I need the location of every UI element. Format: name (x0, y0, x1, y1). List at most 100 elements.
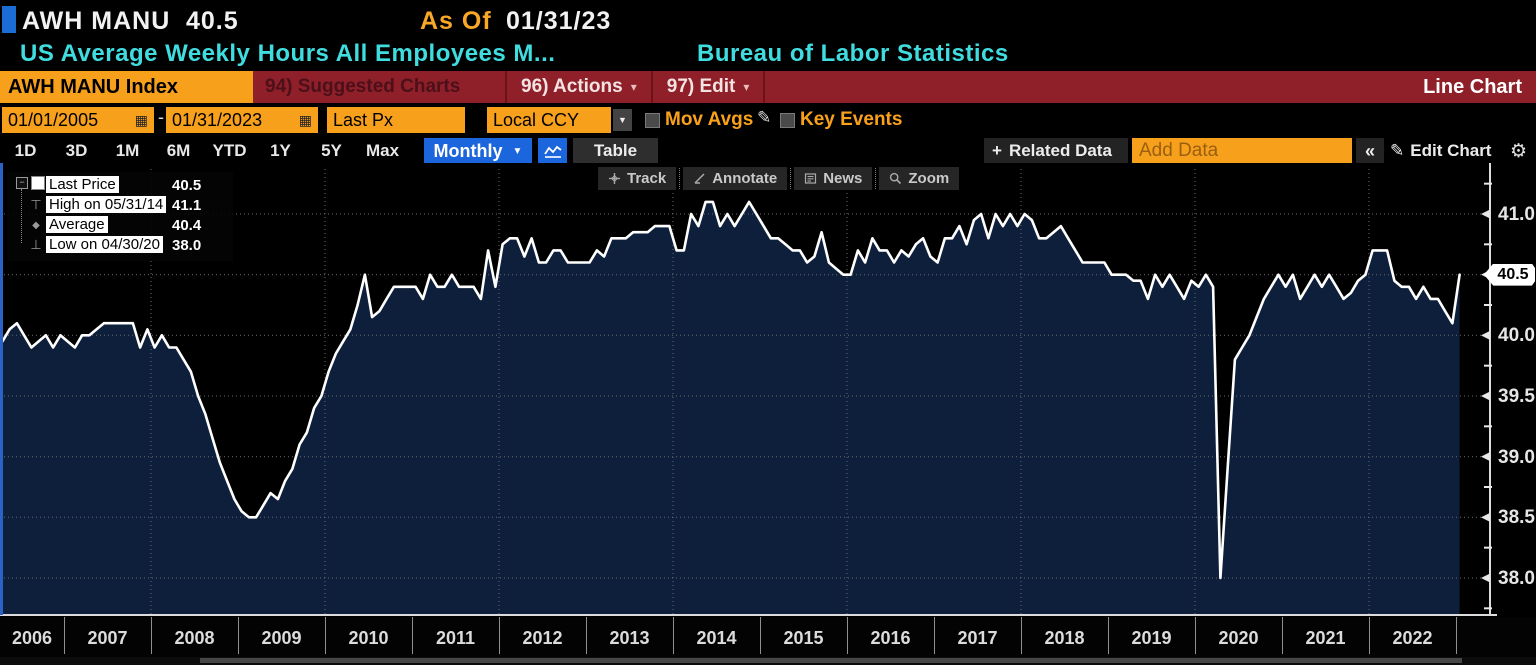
tab-6m[interactable]: 6M (166, 141, 191, 160)
x-axis-tick (673, 617, 674, 654)
tab-5y[interactable]: 5Y (321, 141, 342, 160)
mov-avgs-checkbox[interactable] (645, 113, 660, 128)
line-chart-mode-button[interactable] (538, 138, 567, 164)
security-tab[interactable]: AWH MANU Index (0, 71, 253, 103)
tab-1y[interactable]: 1Y (270, 141, 291, 160)
y-axis-label: 38.0 (1498, 567, 1535, 589)
annotate-button[interactable]: Annotate (683, 167, 788, 190)
legend-label: Last Price (46, 176, 119, 193)
edit-chart-label: Edit Chart (1410, 141, 1492, 160)
date-from-input[interactable]: 01/01/2005 ▦ (2, 107, 154, 133)
chart-canvas[interactable] (0, 163, 1536, 617)
tab-3d[interactable]: 3D (65, 141, 88, 160)
zoom-icon (890, 172, 902, 185)
y-axis-label: 38.5 (1498, 507, 1535, 529)
zoom-button[interactable]: Zoom (879, 167, 960, 190)
x-axis-tick (934, 617, 935, 654)
legend-row-low[interactable]: ⊥ Low on 04/30/20 38.0 (7, 235, 233, 255)
legend-value: 38.0 (172, 236, 202, 254)
pencil-icon: ✎ (1390, 141, 1405, 160)
frequency-dropdown[interactable]: Monthly ▼ (424, 138, 532, 164)
collapse-panel-button[interactable]: « (1356, 138, 1384, 164)
track-button[interactable]: Track (598, 167, 677, 190)
news-button[interactable]: News (794, 167, 873, 190)
calendar-icon[interactable]: ▦ (134, 112, 148, 128)
chart-type-label[interactable]: Line Chart (1423, 75, 1522, 98)
related-data-button[interactable]: + Related Data (984, 138, 1128, 164)
low-marker-icon: ⊥ (30, 237, 42, 252)
x-axis-year-label: 2014 (696, 628, 737, 648)
legend-row-average[interactable]: ◆ Average 40.4 (7, 215, 233, 235)
actions-menu-button[interactable]: 96) Actions ▾ (507, 71, 653, 103)
x-axis-year-label: 2008 (174, 628, 215, 648)
x-axis-tick (847, 617, 848, 654)
legend-label: Average (46, 216, 108, 233)
chart-legend: − Last Price 40.5 ⊤ High on 05/31/14 41.… (7, 172, 233, 261)
range-separator: - (158, 107, 164, 127)
edit-menu-button[interactable]: 97) Edit ▾ (653, 71, 766, 103)
x-axis-tick (64, 617, 65, 654)
news-label: News (823, 170, 863, 187)
tab-max[interactable]: Max (365, 141, 400, 160)
tab-1m[interactable]: 1M (115, 141, 140, 160)
legend-expand-icon[interactable]: − (16, 177, 28, 189)
x-axis-year-label: 2016 (870, 628, 911, 648)
currency-dropdown-arrow[interactable]: ▼ (613, 109, 632, 131)
table-tab[interactable]: Table (573, 138, 658, 164)
tools-separator (679, 168, 681, 189)
calendar-icon[interactable]: ▦ (298, 112, 312, 128)
title-bar: AWH MANU 40.5 As Of 01/31/23 (0, 0, 1536, 38)
pencil-icon[interactable]: ✎ (757, 108, 772, 127)
settings-button[interactable]: ⚙ (1510, 138, 1527, 164)
line-chart-icon (543, 145, 562, 158)
as-of-label: As Of (420, 7, 492, 35)
suggested-charts-button[interactable]: 94) Suggested Charts (253, 71, 507, 103)
edit-menu-label: 97) Edit (666, 76, 736, 97)
legend-value: 40.5 (172, 176, 202, 194)
add-data-input[interactable]: Add Data (1132, 138, 1352, 164)
x-axis-year-label: 2018 (1044, 628, 1085, 648)
x-axis-tick (1021, 617, 1022, 654)
currency-value: Local CCY (493, 109, 580, 130)
scrollbar-thumb[interactable] (200, 658, 1462, 663)
news-icon (805, 173, 817, 184)
x-axis-tick (1369, 617, 1370, 654)
related-data-label: Related Data (1008, 141, 1112, 160)
data-source: Bureau of Labor Statistics (697, 40, 1009, 67)
x-axis-year-label: 2013 (609, 628, 650, 648)
date-to-input[interactable]: 01/31/2023 ▦ (166, 107, 318, 133)
x-axis-tick (586, 617, 587, 654)
plus-icon: + (992, 141, 1002, 160)
chart-tools: Track Annotate News Zoo (598, 167, 960, 190)
description-bar: US Average Weekly Hours All Employees M.… (0, 38, 1536, 71)
tab-1d[interactable]: 1D (14, 141, 37, 160)
x-axis-year-label: 2022 (1392, 628, 1433, 648)
dropdown-arrow-icon: ▼ (618, 115, 627, 125)
x-axis-tick (499, 617, 500, 654)
x-axis-tick (412, 617, 413, 654)
dropdown-arrow-icon: ▾ (743, 80, 750, 94)
high-marker-icon: ⊤ (30, 197, 42, 212)
price-field-select[interactable]: Last Px (327, 107, 465, 133)
dropdown-arrow-icon: ▾ (630, 80, 637, 94)
x-axis-year-label: 2019 (1131, 628, 1172, 648)
average-marker-icon: ◆ (32, 219, 40, 231)
currency-select[interactable]: Local CCY (487, 107, 611, 133)
as-of-date: 01/31/23 (506, 7, 612, 35)
legend-tree-line (21, 189, 22, 243)
tab-ytd[interactable]: YTD (212, 141, 247, 160)
x-axis-tick (1195, 617, 1196, 654)
key-events-label: Key Events (800, 109, 903, 130)
annotate-label: Annotate (712, 170, 778, 187)
legend-row-high[interactable]: ⊤ High on 05/31/14 41.1 (7, 195, 233, 215)
x-axis-year-label: 2010 (348, 628, 389, 648)
x-axis-tick (238, 617, 239, 654)
y-axis-label: 39.5 (1498, 385, 1535, 407)
x-axis-year-label: 2012 (522, 628, 563, 648)
period-tabs: 1D 3D 1M 6M YTD 1Y 5Y Max (0, 138, 408, 164)
key-events-checkbox[interactable] (780, 113, 795, 128)
legend-row-last-price[interactable]: Last Price 40.5 (7, 175, 233, 195)
edit-chart-button[interactable]: ✎ Edit Chart (1390, 138, 1491, 164)
x-axis-year-label: 2011 (435, 628, 476, 648)
